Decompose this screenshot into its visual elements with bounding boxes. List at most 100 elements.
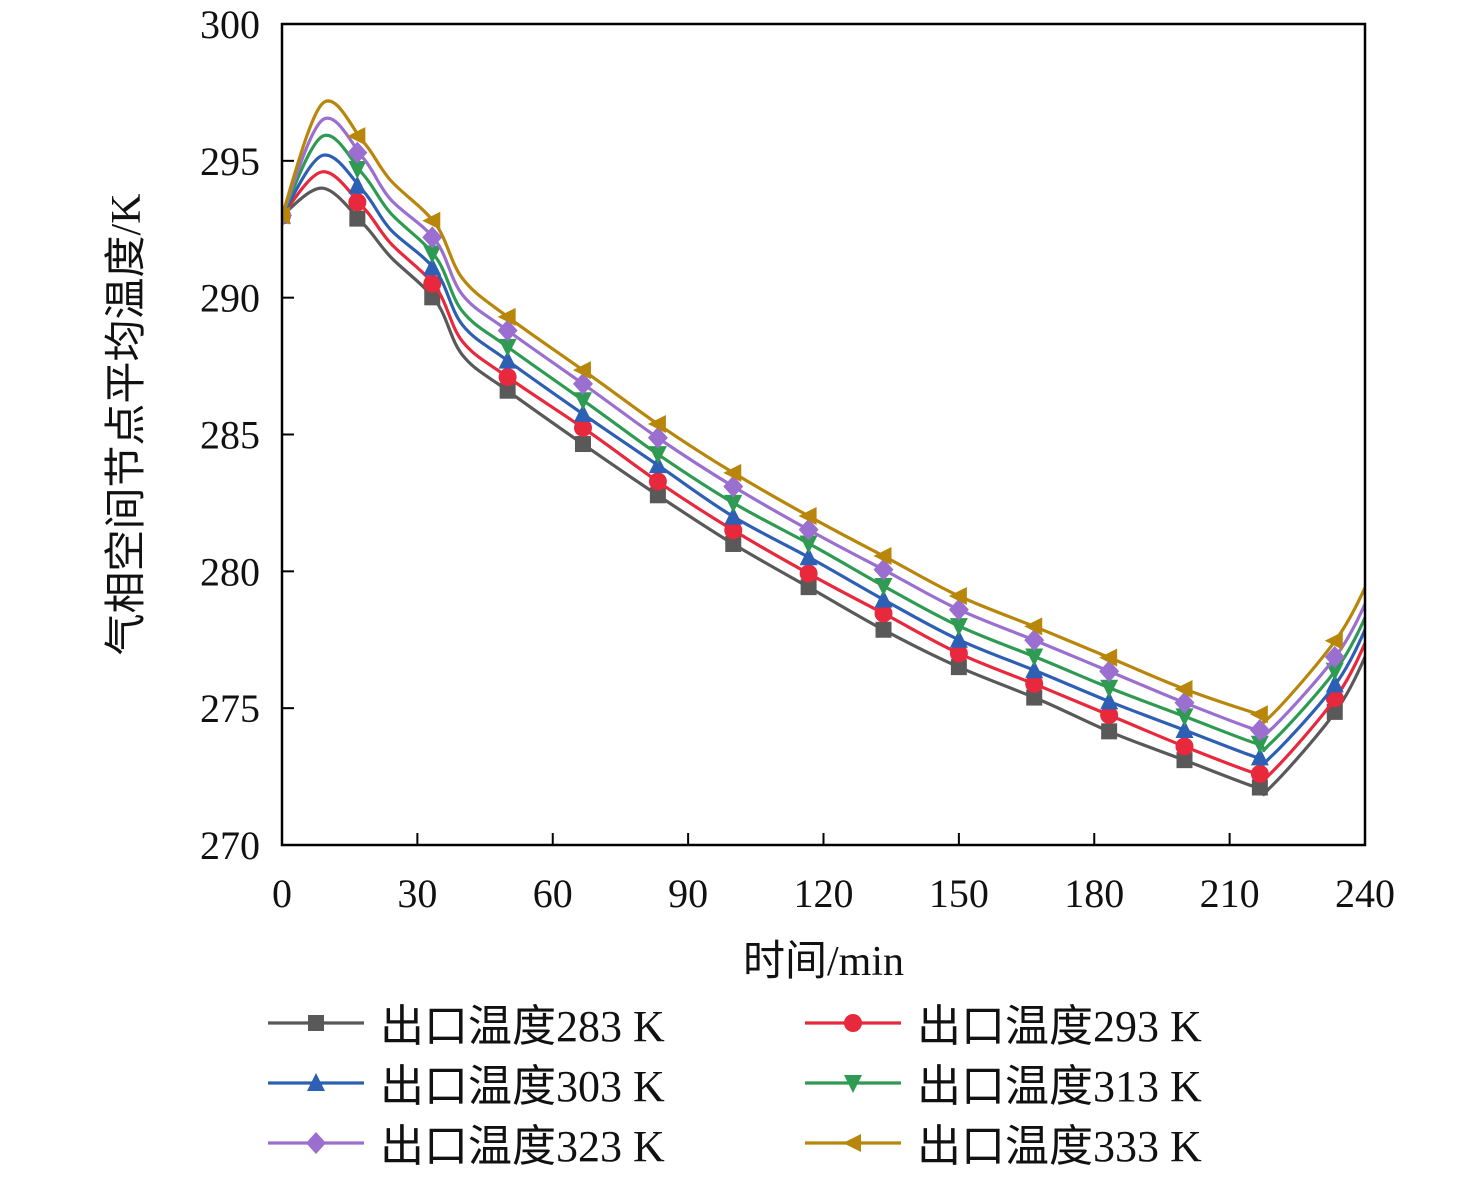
x-tick-label: 210 <box>1200 871 1260 916</box>
data-point <box>724 494 743 513</box>
data-point <box>499 382 516 399</box>
data-point <box>282 206 290 225</box>
data-point <box>647 426 668 449</box>
data-point <box>874 589 893 608</box>
legend-marker <box>844 1075 862 1093</box>
data-point <box>648 455 667 474</box>
x-tick-label: 30 <box>397 871 437 916</box>
data-point <box>1176 752 1193 769</box>
data-point <box>574 436 591 453</box>
y-tick-label: 280 <box>200 549 260 594</box>
data-point <box>1101 723 1118 740</box>
data-point <box>874 604 893 623</box>
x-tick-label: 60 <box>533 871 573 916</box>
data-point <box>949 629 968 648</box>
data-point <box>348 193 367 212</box>
data-point <box>1100 706 1119 725</box>
y-axis-title: 气相空间节点平均温度/K <box>103 193 150 655</box>
data-point <box>498 350 517 369</box>
data-point <box>800 579 817 596</box>
data-point <box>348 160 367 179</box>
x-tick-label: 180 <box>1064 871 1124 916</box>
data-point <box>1325 662 1344 681</box>
legend-marker <box>844 1014 862 1032</box>
data-point <box>723 463 742 482</box>
legend-item: 出口温度313 K <box>805 1062 1202 1111</box>
data-point <box>649 487 666 504</box>
data-point <box>1249 705 1268 724</box>
series-line <box>282 153 1365 766</box>
x-tick-label: 90 <box>668 871 708 916</box>
data-point <box>348 175 367 194</box>
x-tick-label: 150 <box>929 871 989 916</box>
legend-item: 出口温度303 K <box>268 1062 665 1111</box>
data-point <box>573 403 592 422</box>
data-point <box>1326 703 1343 720</box>
data-point <box>1174 680 1193 699</box>
data-point <box>874 577 893 596</box>
legend-label: 出口温度283 K <box>380 1002 665 1051</box>
data-point <box>875 621 892 638</box>
series-6 <box>282 99 1365 724</box>
data-point <box>1325 674 1344 693</box>
data-point <box>572 372 593 395</box>
legend-label: 出口温度323 K <box>380 1122 665 1171</box>
legend-item: 出口温度333 K <box>805 1122 1202 1171</box>
legend: 出口温度283 K 出口温度293 K 出口温度303 K 出口温度313 K 出口温度… <box>268 1002 1202 1171</box>
data-point <box>572 361 591 380</box>
legend-label: 出口温度293 K <box>917 1002 1202 1051</box>
data-point <box>424 289 441 306</box>
data-point <box>498 368 517 387</box>
data-point <box>725 535 742 552</box>
data-point <box>573 392 592 411</box>
data-point <box>948 598 969 621</box>
legend-label: 出口温度303 K <box>380 1062 665 1111</box>
data-point <box>798 506 817 525</box>
data-point <box>1175 708 1194 727</box>
series-3 <box>282 153 1365 766</box>
x-tick-label: 240 <box>1335 871 1395 916</box>
data-point <box>498 338 517 357</box>
y-axis-ticks: 270 275 280 285 290 295 300 <box>200 2 294 868</box>
series-line <box>282 133 1365 753</box>
legend-label: 出口温度313 K <box>917 1062 1202 1111</box>
data-point <box>873 558 894 581</box>
data-point <box>949 644 968 663</box>
data-point <box>1100 679 1119 698</box>
data-point <box>1251 779 1268 796</box>
legend-marker <box>307 1073 325 1091</box>
data-point <box>422 211 441 230</box>
data-point <box>724 521 743 540</box>
data-point <box>349 210 366 227</box>
data-point <box>873 546 892 565</box>
data-point <box>1024 617 1043 636</box>
series-1 <box>282 186 1365 797</box>
data-point <box>1324 646 1345 669</box>
data-point <box>1099 648 1118 667</box>
data-point <box>1249 719 1270 742</box>
data-point <box>347 141 368 164</box>
data-point <box>648 446 667 465</box>
data-point <box>1175 720 1194 739</box>
data-point <box>950 659 967 676</box>
data-point <box>648 472 667 491</box>
data-point <box>1174 691 1195 714</box>
data-point <box>1100 691 1119 710</box>
data-point <box>1325 689 1344 708</box>
data-point <box>1175 737 1194 756</box>
data-point <box>1024 629 1045 652</box>
data-point <box>1250 735 1269 754</box>
legend-marker <box>306 1132 326 1154</box>
y-tick-label: 275 <box>200 686 260 731</box>
data-point <box>723 475 744 498</box>
data-point <box>1250 747 1269 766</box>
y-tick-label: 295 <box>200 139 260 184</box>
y-tick-label: 285 <box>200 413 260 458</box>
y-tick-label: 300 <box>200 2 260 47</box>
x-tick-label: 120 <box>794 871 854 916</box>
data-point <box>573 418 592 437</box>
data-point <box>423 257 442 276</box>
legend-item: 出口温度293 K <box>805 1002 1202 1051</box>
data-point <box>1324 631 1343 650</box>
